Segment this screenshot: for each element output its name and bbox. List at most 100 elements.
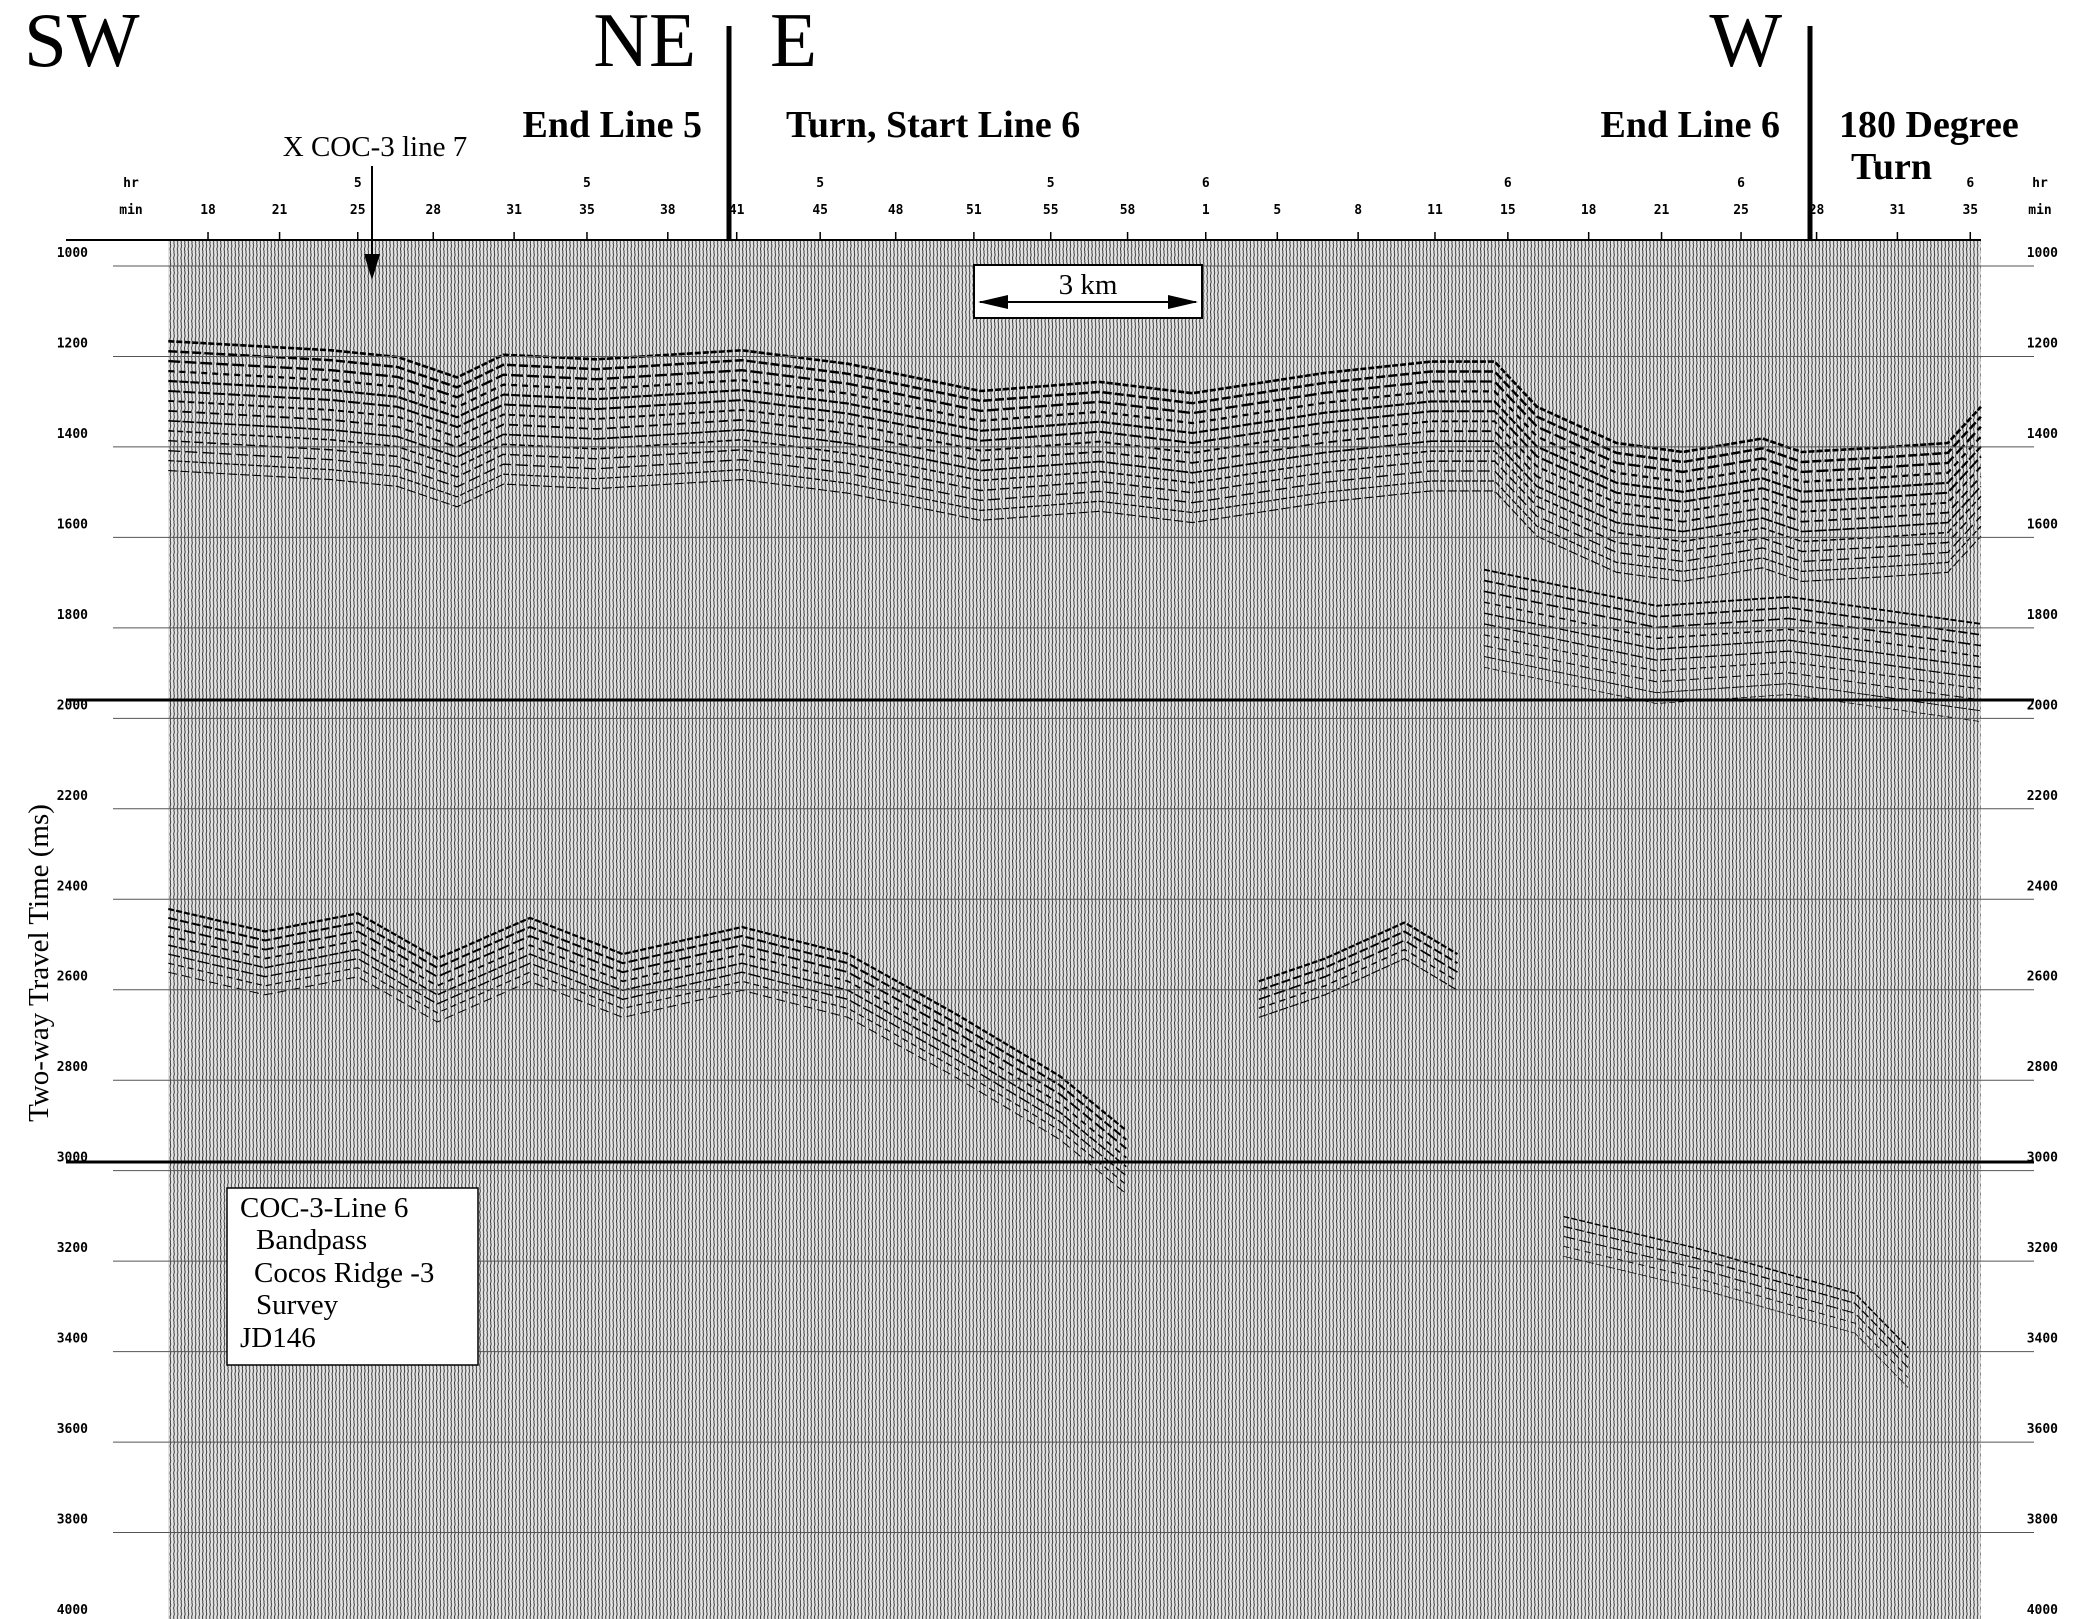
reflector: [1483, 601, 1982, 658]
hour-label: 6: [1504, 176, 1512, 191]
reflector: [168, 450, 1982, 563]
reflector: [168, 379, 1982, 493]
y-tick-label: 3600: [2027, 1422, 2058, 1437]
axes: 1000 1000 1200 1200 1400 1400 1600 1600 1800 1800…: [57, 176, 2058, 1618]
reflector: [168, 926, 1127, 1150]
reflector: [168, 430, 1982, 543]
reflector: [1483, 590, 1982, 647]
y-tick-label: 3600: [57, 1422, 88, 1437]
direction: SW: [24, 0, 140, 83]
reflector: [168, 944, 1127, 1168]
minute-label: 31: [1890, 203, 1906, 218]
reflector: [1483, 656, 1981, 712]
reflector: [1483, 666, 1981, 722]
y-tick-label: 1800: [57, 608, 88, 623]
reflector: [1483, 612, 1981, 668]
y-tick-label: 4000: [2027, 1603, 2058, 1618]
minute-label: 55: [1043, 203, 1059, 218]
reflector: [1483, 623, 1981, 679]
hr-label: hr: [123, 176, 139, 191]
hour-label: 6: [1966, 176, 1974, 191]
reflector: [168, 971, 1127, 1195]
info-line: Bandpass: [256, 1224, 367, 1256]
hour-label: 5: [354, 176, 362, 191]
minute-label: 28: [425, 203, 441, 218]
y-tick-label: 2400: [2027, 879, 2058, 894]
y-tick-label: 1200: [2027, 336, 2058, 351]
minute-label: 28: [1809, 203, 1825, 218]
y-tick-label: 3400: [2027, 1332, 2058, 1347]
reflector: [168, 439, 1982, 553]
minute-label: 15: [1500, 203, 1516, 218]
scale-bar-box: [973, 264, 1203, 319]
direction: NE: [593, 0, 696, 83]
reflector: [168, 349, 1982, 464]
annotation: Turn, Start Line 6: [786, 104, 1080, 146]
y-tick-label: 1600: [2027, 517, 2058, 532]
reflector: [1258, 958, 1458, 1018]
y-tick-label: 2000: [2027, 698, 2058, 713]
reflector: [168, 907, 1127, 1132]
direction: W: [1709, 0, 1782, 83]
annotation: Turn: [1851, 146, 1932, 188]
min-label: min: [2028, 203, 2051, 218]
arrow-head: [978, 295, 1008, 309]
y-tick-label: 2000: [57, 698, 88, 713]
reflector: [1258, 939, 1458, 1001]
reflector: [1483, 579, 1982, 636]
y-tick-label: 2200: [2027, 789, 2058, 804]
info-line: Cocos Ridge -3: [254, 1257, 434, 1289]
y-tick-label: 3200: [2027, 1241, 2058, 1256]
minute-label: 41: [729, 203, 745, 218]
y-tick-label: 2200: [57, 789, 88, 804]
reflector: [168, 916, 1127, 1141]
info-line: Survey: [256, 1289, 339, 1321]
reflector: [1483, 568, 1982, 625]
minute-label: 58: [1120, 203, 1136, 218]
annotation: 180 Degree: [1839, 104, 2019, 146]
arrow-head: [1168, 295, 1198, 309]
y-tick-label: 4000: [57, 1603, 88, 1618]
arrow-head: [364, 254, 380, 280]
info-line: JD146: [240, 1322, 316, 1354]
reflector: [168, 339, 1982, 454]
minute-label: 5: [1273, 203, 1281, 218]
reflector: [168, 953, 1127, 1177]
info-box: [226, 1187, 479, 1366]
y-tick-label: 1200: [57, 336, 88, 351]
y-tick-label: 2800: [2027, 1060, 2058, 1075]
reflector: [168, 369, 1982, 484]
info-line: COC-3-Line 6: [240, 1192, 408, 1224]
reflector: [168, 459, 1982, 573]
y-tick-label: 1800: [2027, 608, 2058, 623]
reflector: [1563, 1255, 1909, 1388]
hour-label: 6: [1737, 176, 1745, 191]
y-tick-label: 3800: [57, 1513, 88, 1528]
reflector: [1563, 1225, 1909, 1359]
reflector: [168, 359, 1982, 474]
y-tick-label: 3200: [57, 1241, 88, 1256]
y-tick-label: 1600: [57, 517, 88, 532]
y-tick-label: 1400: [57, 427, 88, 442]
hr-label: hr: [2032, 176, 2048, 191]
y-tick-label: 2600: [2027, 970, 2058, 985]
reflector: [168, 419, 1982, 533]
reflector: [168, 410, 1982, 523]
minute-label: 35: [579, 203, 595, 218]
minute-label: 45: [812, 203, 828, 218]
reflector: [168, 962, 1127, 1186]
reflector: [168, 399, 1982, 513]
reflector: [168, 389, 1982, 503]
hour-label: 5: [1047, 176, 1055, 191]
minute-label: 38: [660, 203, 676, 218]
minute-label: 25: [1733, 203, 1749, 218]
y-tick-label: 3400: [57, 1332, 88, 1347]
minute-label: 1: [1202, 203, 1210, 218]
annotation: End Line 6: [1600, 104, 1780, 146]
reflector: [1483, 634, 1981, 690]
reflector: [1563, 1215, 1909, 1349]
min-label: min: [119, 203, 142, 218]
reflector: [1563, 1245, 1909, 1378]
